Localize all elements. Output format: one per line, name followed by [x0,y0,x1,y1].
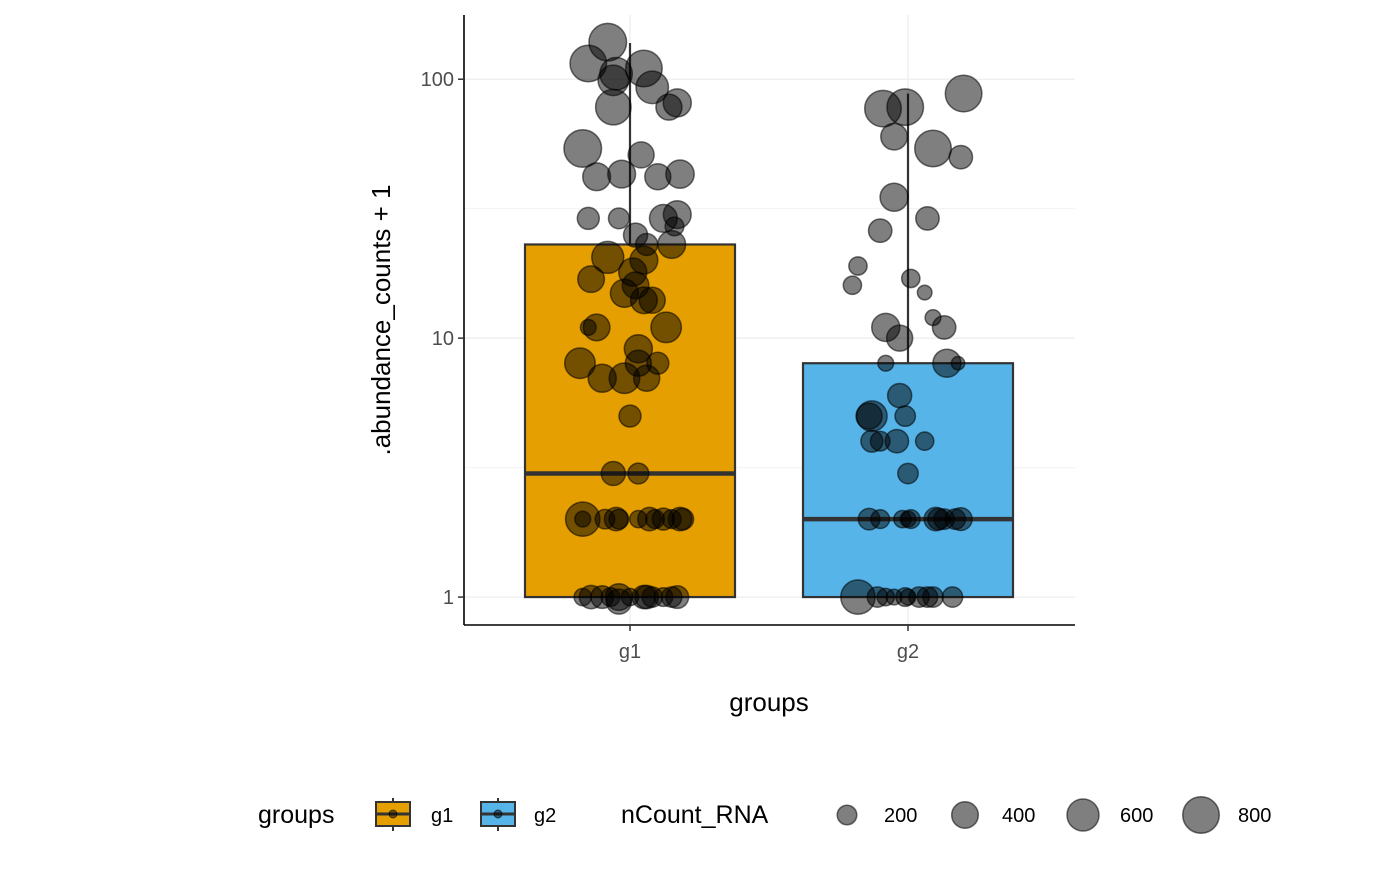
legend-size-label: 400 [1002,805,1035,827]
data-point [886,88,925,127]
data-point [914,431,935,452]
data-point [655,93,683,121]
data-point [948,144,974,170]
data-point [627,462,650,485]
data-point [600,460,627,487]
data-point [855,402,883,430]
data-point [950,355,966,371]
legend-label: g2 [534,805,556,827]
data-point [607,159,637,189]
legend: groups g1 g2 nCount_RNA 200 400 600 800 [258,795,1271,835]
axes [463,15,1075,626]
data-point [886,382,913,409]
y-tick-label: 100 [421,69,454,91]
legend-size-circle [1066,798,1100,832]
data-point [577,265,606,294]
legend-size-circle [950,800,980,830]
data-point [563,128,603,169]
data-point [877,354,895,372]
y-ticks: 1 10 100 [421,69,464,609]
data-point [591,240,625,275]
legend-point [493,809,503,819]
legend-size-label: 800 [1238,805,1271,827]
data-point [897,462,919,485]
data-point [931,314,957,340]
legend-size-label: 200 [884,805,917,827]
data-point [900,509,921,530]
x-axis-title: groups [729,687,809,717]
data-point [594,88,632,126]
x-tick-label: g2 [897,641,919,663]
jitter-points [563,22,983,615]
data-point [576,206,601,231]
legend-size-circle [836,804,858,826]
y-tick-label: 1 [443,587,454,609]
box-g1 [523,42,737,599]
data-point [607,207,631,230]
data-point [944,74,983,113]
data-point [665,159,695,190]
x-ticks: g1 g2 [619,625,919,663]
y-tick-label: 10 [432,328,454,350]
data-point [948,507,973,532]
data-point [650,311,683,344]
legend-size-title: nCount_RNA [621,801,769,829]
legend-size-label: 600 [1120,805,1153,827]
legend-label: g1 [431,805,453,827]
data-point [635,70,670,105]
data-point [671,507,695,531]
legend-key-g2 [480,798,516,831]
data-point [657,229,687,260]
legend-point [388,809,398,819]
data-point [627,141,655,169]
data-point [574,510,592,528]
data-point [842,275,863,296]
data-point [941,586,964,609]
data-point [665,584,690,610]
legend-size-circle [1181,795,1221,835]
data-point [848,256,868,276]
data-point [563,347,596,380]
data-point [870,509,891,530]
data-point [608,508,630,530]
data-point [605,588,633,615]
data-point [582,162,612,192]
data-point [916,284,933,301]
data-point [879,182,909,213]
data-point [900,268,921,289]
data-point [880,122,909,151]
data-point [884,428,910,454]
data-point [867,218,893,244]
data-point [915,205,940,231]
data-point [638,286,666,315]
data-point [913,129,953,168]
boxes [523,42,1015,599]
legend-key-g1 [375,798,411,831]
x-tick-label: g1 [619,641,641,663]
data-point [618,404,642,428]
data-point [885,324,914,352]
y-axis-title: .abundance_counts + 1 [366,184,396,455]
data-point [922,586,944,609]
legend-fill-title: groups [258,801,334,829]
data-point [632,364,661,392]
data-point [582,313,611,342]
data-point [894,405,917,428]
